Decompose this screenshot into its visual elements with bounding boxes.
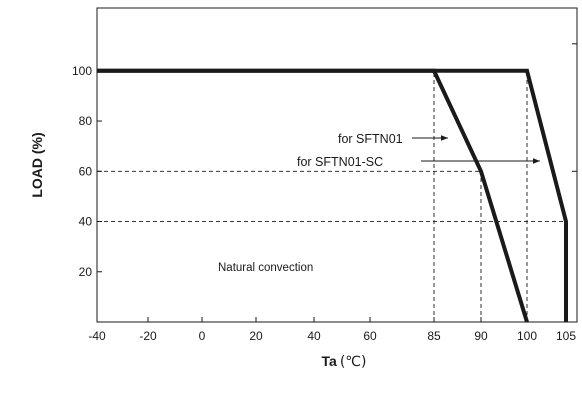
- y-tick-label-100: 100: [72, 64, 92, 78]
- x-tick-label-20: 20: [249, 329, 263, 343]
- reference-lines: [97, 70, 566, 322]
- series-line-sftn01-sc: [97, 68, 568, 322]
- tick-labels: 20 40 60 80 100 -40 -20 0 20 40 60 85 90 100 105: [72, 64, 576, 343]
- series-line-sftn01: [97, 68, 529, 323]
- y-axis-title: LOAD (%): [29, 132, 45, 197]
- x-tick-label-100: 100: [517, 329, 537, 343]
- annotation-natural-convection: Natural convection: [218, 262, 313, 274]
- x-axis-title-unit: (℃): [340, 354, 367, 370]
- y-tick-label-40: 40: [79, 215, 93, 229]
- y-tick-label-20: 20: [79, 265, 93, 279]
- annotation-sftn01-sc-label: for SFTN01-SC: [297, 155, 383, 169]
- x-tick-label-0: 0: [199, 329, 206, 343]
- annotation-sftn01-label: for SFTN01: [338, 132, 403, 146]
- x-tick-label--40: -40: [88, 329, 106, 343]
- plot-frame: [96, 7, 578, 323]
- x-tick-label-90: 90: [474, 329, 488, 343]
- x-tick-label-85: 85: [427, 329, 441, 343]
- x-tick-label-60: 60: [363, 329, 377, 343]
- x-tick-label-40: 40: [307, 329, 321, 343]
- x-axis-title: Ta (℃): [322, 353, 367, 370]
- axis-ticks: [96, 43, 577, 322]
- x-axis-title-main: Ta: [322, 353, 338, 369]
- annotation-sftn01-sc: for SFTN01-SC: [297, 155, 540, 169]
- series-lines: [97, 68, 568, 323]
- x-tick-label-105: 105: [556, 329, 576, 343]
- y-tick-label-60: 60: [79, 164, 93, 178]
- annotation-sftn01: for SFTN01: [338, 132, 448, 146]
- y-tick-label-80: 80: [79, 114, 93, 128]
- x-tick-label--20: -20: [139, 329, 157, 343]
